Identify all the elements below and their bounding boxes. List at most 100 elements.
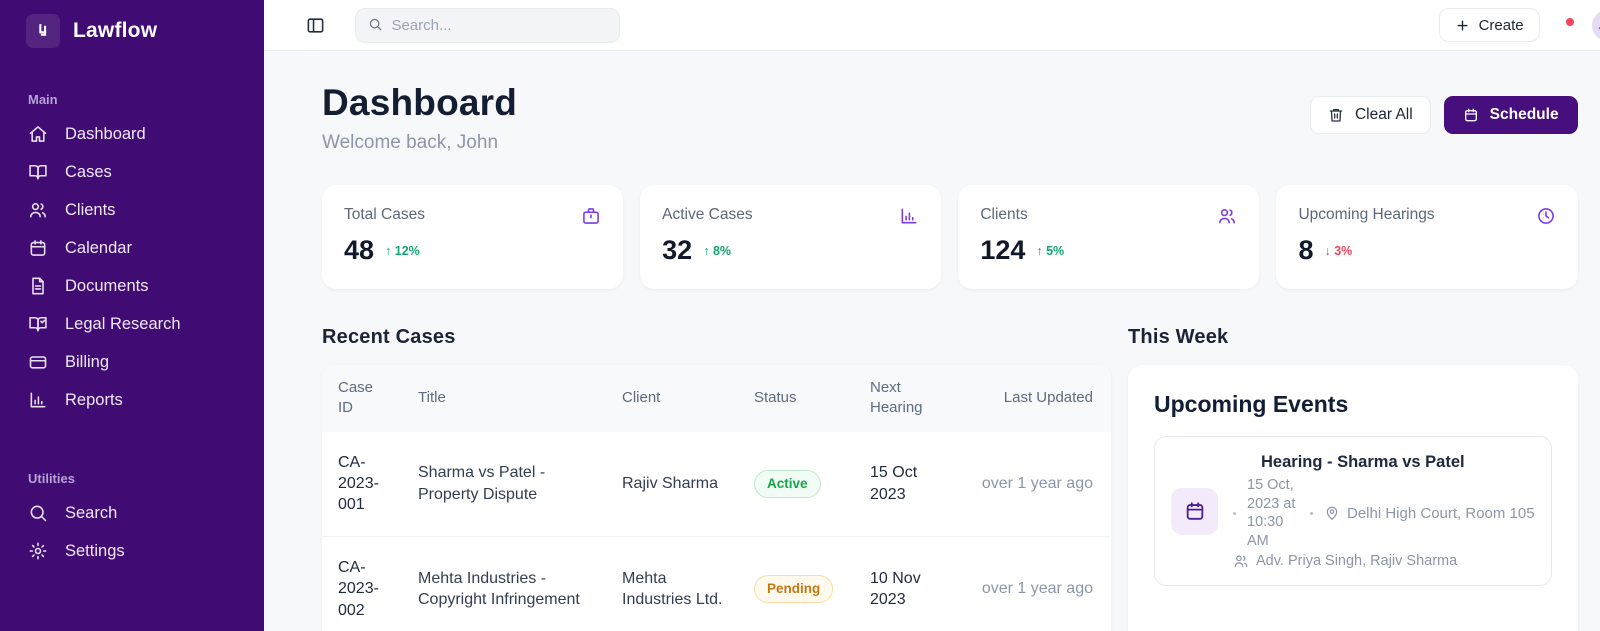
stat-card-upcoming-hearings: Upcoming Hearings 8 3% (1276, 185, 1578, 289)
dot-separator (1310, 511, 1313, 515)
clock-icon (1536, 206, 1556, 226)
bar-chart-icon (28, 390, 48, 410)
sidebar-item-label: Dashboard (65, 124, 146, 143)
schedule-label: Schedule (1489, 106, 1559, 123)
schedule-button[interactable]: Schedule (1443, 96, 1578, 134)
sidebar: Lawflow Main Dashboard Cases Clients Cal… (0, 0, 264, 631)
logo: Lawflow (0, 10, 264, 54)
home-icon (28, 124, 48, 144)
notification-dot (1565, 18, 1574, 26)
case-id-cell: CA-2023-001 (338, 453, 379, 514)
column-header-last-updated: Last Updated (1003, 389, 1093, 407)
table-row[interactable]: CA-2023-002 Mehta Industries - Copyright… (322, 535, 1111, 631)
next-hearing-cell: 15 Oct 2023 (870, 464, 918, 503)
sidebar-item-cases[interactable]: Cases (0, 153, 264, 191)
sidebar-item-clients[interactable]: Clients (0, 191, 264, 229)
trash-icon (1328, 107, 1344, 123)
status-badge: Active (754, 469, 821, 498)
case-title-cell: Sharma vs Patel - Property Dispute (418, 464, 546, 503)
event-datetime: 15 Oct, 2023 at 10:30 AM (1247, 477, 1296, 549)
stats-row: Total Cases 48 12% Active Cases (322, 185, 1578, 289)
sidebar-item-search[interactable]: Search (0, 494, 264, 532)
sidebar-item-label: Cases (65, 162, 112, 181)
this-week-title: This Week (1128, 326, 1229, 348)
event-location: Delhi High Court, Room 105 (1324, 505, 1535, 522)
search-icon (368, 17, 382, 33)
column-header-title: Title (418, 389, 446, 407)
stat-card-clients: Clients 124 5% (958, 185, 1260, 289)
stat-value: 8 (1298, 235, 1314, 265)
stat-card-total-cases: Total Cases 48 12% (322, 185, 624, 289)
client-cell: Rajiv Sharma (622, 474, 719, 492)
event-meta: 15 Oct, 2023 at 10:30 AM Delhi High Cour… (1233, 476, 1535, 550)
sidebar-item-label: Legal Research (65, 314, 181, 333)
dot-separator (1233, 511, 1236, 515)
sidebar-item-label: Reports (65, 390, 123, 409)
event-attendees: Adv. Priya Singh, Rajiv Sharma (1233, 553, 1535, 569)
header-actions: Clear All Schedule (1309, 96, 1578, 134)
calendar-icon (1171, 487, 1218, 535)
stat-value: 124 (980, 235, 1026, 265)
avatar[interactable]: JD (1591, 9, 1600, 41)
stat-change: 12% (385, 244, 420, 258)
table-header-row: Case ID Title Client Status Next Hearing… (322, 365, 1111, 432)
clear-all-label: Clear All (1354, 106, 1413, 123)
sidebar-item-legal-research[interactable]: Legal Research (0, 305, 264, 343)
calendar-icon (1463, 107, 1479, 123)
sidebar-item-settings[interactable]: Settings (0, 532, 264, 570)
page-subtitle: Welcome back, John (322, 132, 499, 153)
sidebar-item-calendar[interactable]: Calendar (0, 229, 264, 267)
page-header: Dashboard Welcome back, John Clear All S… (322, 82, 1578, 154)
sidebar-item-label: Search (65, 503, 118, 522)
sidebar-toggle-icon[interactable] (306, 16, 325, 35)
column-header-case-id: Case ID (338, 379, 374, 417)
sidebar-item-billing[interactable]: Billing (0, 343, 264, 381)
status-badge: Pending (754, 574, 834, 603)
clear-all-button[interactable]: Clear All (1309, 96, 1431, 134)
sidebar-section-main: Main (28, 92, 58, 107)
recent-cases-table: Case ID Title Client Status Next Hearing… (322, 365, 1111, 631)
stat-label: Active Cases (662, 206, 753, 223)
book-check-icon (28, 314, 48, 334)
sidebar-section-utilities: Utilities (28, 471, 75, 486)
upcoming-events-title: Upcoming Events (1154, 391, 1349, 417)
event-item[interactable]: Hearing - Sharma vs Patel 15 Oct, 2023 a… (1154, 436, 1552, 587)
settings-icon (28, 541, 48, 561)
stat-change: 3% (1325, 244, 1352, 258)
client-cell: Mehta Industries Ltd. (606, 535, 738, 631)
app-title: Lawflow (73, 19, 158, 42)
stat-label: Upcoming Hearings (1298, 206, 1435, 223)
topbar-actions: Create JD (1438, 8, 1600, 42)
column-header-status: Status (754, 389, 797, 407)
last-updated-cell: over 1 year ago (981, 474, 1093, 492)
book-open-icon (28, 162, 48, 182)
sidebar-item-dashboard[interactable]: Dashboard (0, 115, 264, 153)
sidebar-item-label: Documents (65, 276, 149, 295)
table-row[interactable]: CA-2023-001 Sharma vs Patel - Property D… (322, 432, 1111, 537)
stat-label: Total Cases (344, 206, 425, 223)
global-search[interactable] (355, 7, 620, 43)
sidebar-item-label: Calendar (65, 238, 132, 257)
briefcase-icon (581, 206, 601, 226)
sidebar-item-reports[interactable]: Reports (0, 381, 264, 419)
bar-chart-icon (899, 206, 919, 226)
map-pin-icon (1326, 506, 1338, 520)
case-id-cell: CA-2023-002 (322, 535, 402, 631)
plus-icon (1455, 18, 1470, 33)
document-icon (28, 276, 48, 296)
create-button[interactable]: Create (1438, 8, 1540, 42)
recent-cases-title: Recent Cases (322, 326, 456, 348)
main-area: Create JD Dashboard Welcome back, John (264, 0, 1600, 631)
stat-value: 32 (662, 235, 693, 265)
credit-card-icon (28, 352, 48, 372)
stat-label: Clients (980, 206, 1028, 223)
stat-change: 8% (703, 244, 731, 258)
sidebar-item-documents[interactable]: Documents (0, 267, 264, 305)
sidebar-item-label: Settings (65, 541, 125, 560)
calendar-icon (28, 238, 48, 258)
topbar: Create JD (264, 0, 1600, 51)
case-title-cell: Mehta Industries - Copyright Infringemen… (402, 535, 606, 631)
column-header-next-hearing: Next Hearing (870, 379, 923, 417)
sidebar-item-label: Billing (65, 352, 110, 371)
search-input[interactable] (391, 16, 607, 34)
